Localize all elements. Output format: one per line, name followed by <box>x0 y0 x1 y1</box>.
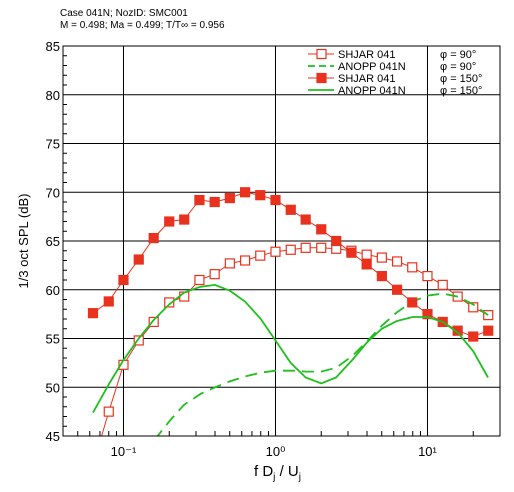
legend-entry: ANOPP 041N φ = 90° <box>308 61 476 73</box>
data-point <box>361 259 372 270</box>
data-point <box>437 279 448 290</box>
data-point <box>224 258 235 269</box>
data-point <box>103 296 114 307</box>
ticks: 45 50 55 60 65 70 75 80 85 10⁻¹ 10⁰ 10¹ <box>46 39 501 459</box>
data-point <box>407 297 418 308</box>
series-line <box>92 283 489 414</box>
legend-angle: φ = 150° <box>440 73 482 85</box>
legend-swatch-marker <box>316 72 327 84</box>
series-2 <box>156 292 489 436</box>
legend-entry: SHJAR 041 φ = 90° <box>308 48 476 61</box>
data-point <box>391 284 403 295</box>
data-point <box>452 325 463 336</box>
data-point <box>224 193 235 204</box>
x-axis-label: f Dj / Uj <box>254 463 301 483</box>
data-point <box>103 406 114 417</box>
legend-entry: ANOPP 041N φ = 150° <box>308 85 482 97</box>
data-point <box>179 214 190 225</box>
y-tick-label: 75 <box>46 137 60 152</box>
data-point <box>239 187 251 198</box>
data-point <box>209 196 220 208</box>
series-4 <box>92 283 489 414</box>
data-point <box>255 250 266 261</box>
data-point <box>133 254 144 265</box>
data-point <box>422 271 433 282</box>
y-tick-label: 60 <box>46 283 60 298</box>
data-point <box>376 271 387 282</box>
data-point <box>346 247 357 258</box>
data-point <box>87 308 99 319</box>
x-tick-label: 10⁰ <box>266 444 286 459</box>
y-tick-label: 50 <box>46 380 60 395</box>
y-tick-label: 65 <box>46 234 60 249</box>
data-point <box>331 235 342 247</box>
legend-angle: φ = 150° <box>440 85 482 97</box>
data-point <box>483 310 494 321</box>
y-tick-label: 70 <box>46 185 60 200</box>
grid <box>63 45 500 437</box>
data-point <box>133 335 144 346</box>
legend-angle: φ = 90° <box>440 61 476 73</box>
plot-frame <box>62 45 501 437</box>
legend-angle: φ = 90° <box>440 49 476 61</box>
series-3 <box>87 187 494 342</box>
data-point <box>239 255 251 266</box>
series-layer <box>87 187 494 470</box>
y-axis-label: 1/3 oct SPL (dB) <box>16 194 31 289</box>
data-point <box>483 325 494 336</box>
data-point <box>468 302 479 313</box>
y-tick-label: 85 <box>46 39 60 54</box>
legend-label: SHJAR 041 <box>338 73 395 85</box>
data-point <box>391 256 403 267</box>
conditions-header: M = 0.498; Ma = 0.499; T/T∞ = 0.956 <box>60 20 225 31</box>
series-line <box>156 292 489 436</box>
data-point <box>361 249 372 260</box>
data-point <box>88 461 97 470</box>
y-tick-label: 80 <box>46 88 60 103</box>
data-point <box>209 269 220 280</box>
data-point <box>407 262 418 273</box>
data-point <box>194 274 205 286</box>
legend-label: ANOPP 041N <box>338 61 406 73</box>
x-tick-label: 10¹ <box>418 444 437 459</box>
y-tick-label: 45 <box>46 429 60 444</box>
legend-swatch-marker <box>316 48 327 60</box>
data-point <box>164 216 175 227</box>
data-point <box>148 316 159 328</box>
data-point <box>316 224 327 235</box>
data-point <box>148 232 159 244</box>
data-point <box>316 242 327 253</box>
data-point <box>270 194 281 206</box>
data-point <box>164 297 175 308</box>
legend: SHJAR 041 φ = 90°ANOPP 041N φ = 90°SHJAR 0… <box>308 48 482 97</box>
legend-label: SHJAR 041 <box>338 49 395 61</box>
data-point <box>422 309 433 320</box>
data-point <box>285 244 296 255</box>
legend-entry: SHJAR 041 φ = 150° <box>308 72 482 85</box>
data-point <box>270 246 281 257</box>
legend-label: ANOPP 041N <box>338 85 406 97</box>
data-point <box>300 242 311 253</box>
data-point <box>118 274 129 286</box>
data-point <box>300 214 311 225</box>
data-point <box>376 252 387 263</box>
data-point <box>285 204 296 215</box>
data-point <box>194 194 205 206</box>
x-tick-label: 10⁻¹ <box>111 444 137 459</box>
data-point <box>468 331 479 342</box>
data-point <box>255 190 266 201</box>
case-header: Case 041N; NozID: SMC001 <box>60 8 188 19</box>
y-tick-label: 55 <box>46 332 60 347</box>
